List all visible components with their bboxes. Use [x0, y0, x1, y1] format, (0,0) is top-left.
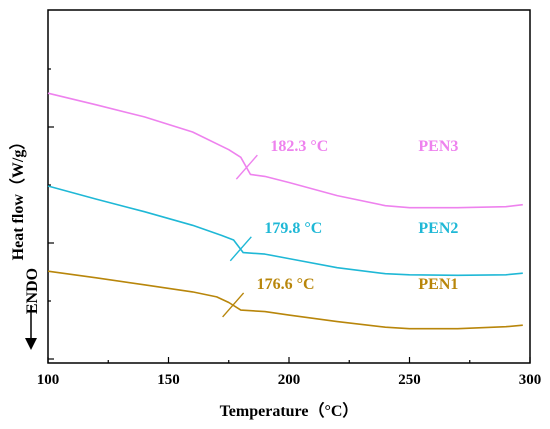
- x-tick-label: 300: [519, 372, 542, 388]
- series-label-pen1: PEN1: [418, 276, 458, 293]
- series-line-pen3: [47, 92, 523, 209]
- plot-border: [47, 9, 531, 364]
- annotation-layer: 182.3 °C PEN3 179.8 °C PEN2 176.6 °C PEN1: [222, 138, 458, 318]
- plot-frame: [47, 9, 531, 364]
- tg-label-pen3: 182.3 °C: [270, 138, 328, 155]
- series-line-pen2: [47, 185, 523, 277]
- tg-marker-pen3: [235, 154, 258, 180]
- series-label-pen2: PEN2: [418, 220, 458, 237]
- x-tick-label: 150: [157, 372, 180, 388]
- series-label-pen3: PEN3: [418, 138, 458, 155]
- y-axis-title: Heat flow（W/g）: [9, 134, 27, 261]
- x-tick-label: 100: [37, 372, 60, 388]
- tg-marker-pen1: [222, 292, 245, 318]
- x-tick-label: 250: [398, 372, 421, 388]
- x-axis-title: Temperature（°C）: [220, 402, 359, 420]
- endo-label: ENDO: [24, 268, 41, 314]
- series-line-pen1: [47, 270, 523, 330]
- x-axis-ticks: 100 150 200 250 300: [37, 357, 542, 388]
- tg-label-pen2: 179.8 °C: [264, 220, 322, 237]
- x-tick-label: 200: [278, 372, 301, 388]
- series-layer: [47, 92, 523, 330]
- tg-label-pen1: 176.6 °C: [257, 276, 315, 293]
- tg-marker-pen2: [229, 236, 252, 262]
